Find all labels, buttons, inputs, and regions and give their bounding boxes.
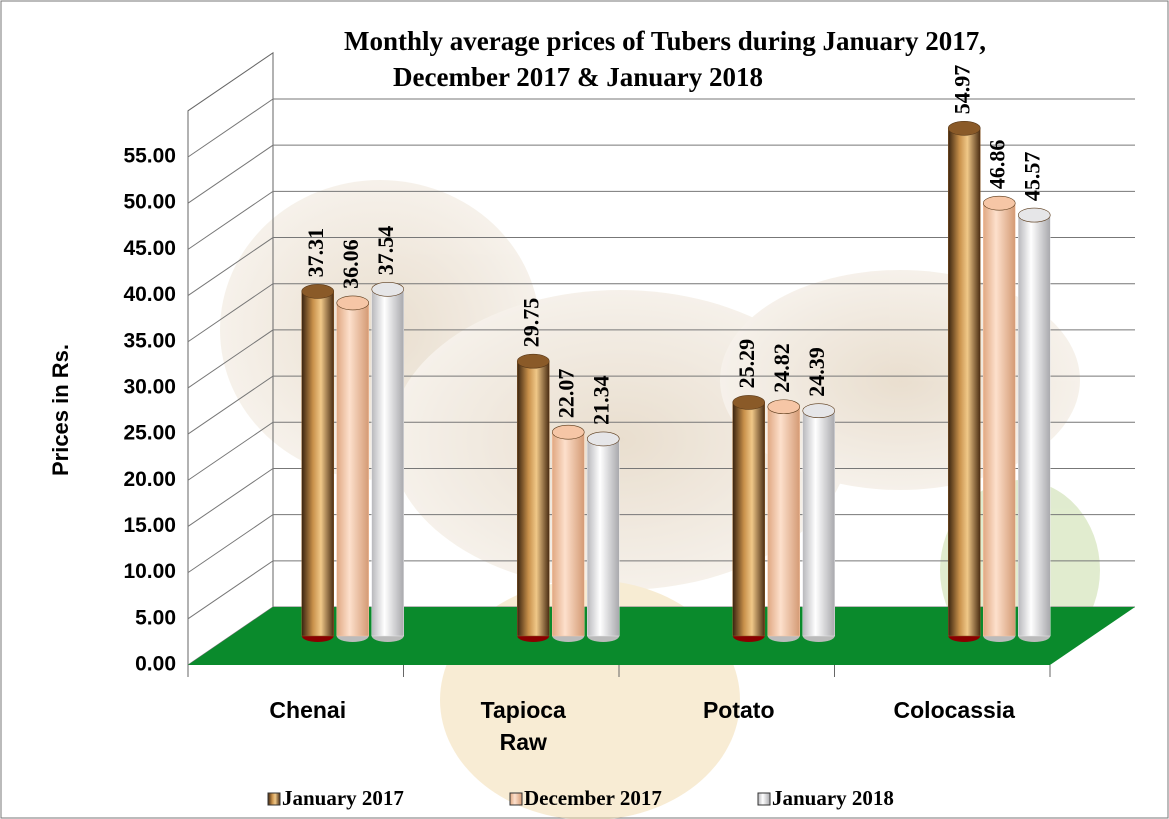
- data-label: 54.97: [949, 65, 974, 115]
- legend-swatch: [509, 792, 523, 806]
- grid-line: [187, 144, 1135, 204]
- bar: [517, 360, 550, 637]
- x-tick-label: Chenai: [269, 697, 346, 723]
- legend-label: December 2017: [524, 786, 662, 810]
- data-label: 37.31: [303, 228, 328, 278]
- bar-top: [586, 431, 620, 447]
- y-tick-label: 5.00: [135, 606, 176, 629]
- bar-top: [301, 284, 335, 299]
- grid-line: [187, 375, 1135, 435]
- y-axis-label: Prices in Rs.: [48, 344, 73, 476]
- data-label: 36.06: [338, 239, 363, 289]
- chart-title: Monthly average prices of Tubers during …: [344, 26, 986, 56]
- y-tick-label: 10.00: [123, 560, 176, 583]
- bar-top: [947, 120, 981, 136]
- grid-line: [187, 98, 1135, 158]
- floor: [188, 607, 1135, 665]
- data-label: 25.29: [734, 339, 759, 389]
- grid-line: [187, 237, 1135, 296]
- grid-line: [187, 514, 1135, 574]
- x-tick-label: Tapioca Raw: [481, 697, 566, 755]
- grid-line: [187, 329, 1135, 389]
- x-tick-label: Potato: [703, 697, 775, 723]
- bar: [552, 431, 585, 637]
- bar: [587, 438, 620, 637]
- y-tick-label: 30.00: [123, 375, 176, 398]
- bar-top: [732, 395, 766, 410]
- y-tick-label: 20.00: [123, 468, 176, 491]
- y-tick-label: 15.00: [123, 514, 176, 537]
- y-tick-label: 25.00: [123, 422, 176, 445]
- bar-top: [1017, 207, 1051, 223]
- bar: [371, 289, 404, 637]
- data-label: 24.39: [804, 347, 829, 397]
- y-tick-label: 35.00: [123, 329, 176, 352]
- bar-top: [767, 399, 801, 415]
- legend-label: January 2017: [282, 786, 404, 810]
- bar: [732, 402, 765, 637]
- bar: [336, 302, 369, 637]
- y-tick-label: 0.00: [135, 653, 176, 676]
- data-label: 22.07: [553, 369, 578, 419]
- bar: [301, 291, 334, 637]
- y-tick-label: 55.00: [123, 145, 176, 168]
- bar-top: [982, 195, 1016, 211]
- y-tick-label: 50.00: [123, 191, 176, 214]
- data-label: 21.34: [588, 375, 613, 425]
- bar: [802, 410, 835, 637]
- x-tick-label: Colocassia: [894, 697, 1016, 723]
- legend-swatch: [757, 792, 771, 806]
- bar: [948, 128, 981, 637]
- y-tick-label: 40.00: [123, 283, 176, 306]
- data-label: 29.75: [518, 298, 543, 348]
- bar-top: [371, 281, 405, 297]
- grid-line: [187, 560, 1135, 620]
- data-label: 45.57: [1019, 152, 1044, 202]
- chart-title: December 2017 & January 2018: [393, 62, 763, 92]
- y-tick-label: 45.00: [123, 237, 176, 260]
- grid-line: [187, 421, 1135, 481]
- legend-swatch: [267, 792, 281, 806]
- legend-label: January 2018: [772, 786, 894, 810]
- bar: [767, 406, 800, 637]
- grid-line: [187, 283, 1135, 343]
- bar-top: [802, 403, 836, 419]
- data-label: 24.82: [769, 343, 794, 393]
- grid-line: [187, 467, 1135, 527]
- data-label: 37.54: [373, 226, 398, 276]
- grid-line: [187, 190, 1135, 250]
- bar: [983, 202, 1016, 637]
- data-label: 46.86: [984, 140, 1009, 190]
- bar-top: [551, 424, 585, 440]
- bar: [1018, 214, 1051, 637]
- bar-top: [336, 295, 370, 311]
- bar-top: [516, 353, 550, 369]
